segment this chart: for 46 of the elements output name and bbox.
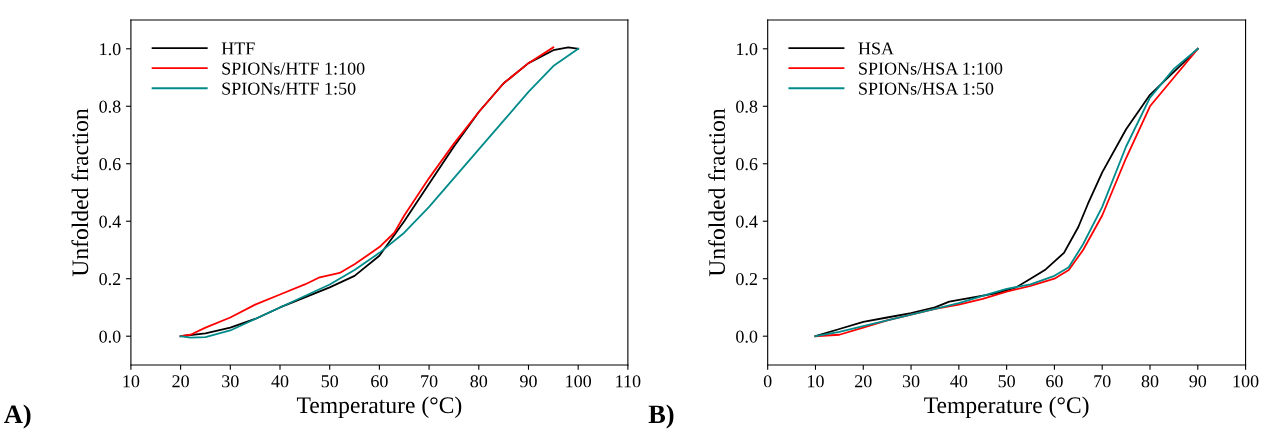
x-tick-label: 80 bbox=[470, 375, 488, 388]
legend-label: SPIONs/HTF 1:50 bbox=[222, 82, 356, 95]
x-tick-label: 70 bbox=[421, 375, 438, 388]
x-tick-label: 30 bbox=[902, 375, 920, 388]
text: A) bbox=[4, 404, 31, 429]
y-tick-label: 0.4 bbox=[736, 215, 758, 228]
y-tick-label: 1.0 bbox=[736, 43, 758, 56]
x-tick-label: 50 bbox=[321, 375, 339, 388]
y-tick-label: 0.6 bbox=[736, 158, 758, 171]
x-tick-label: 40 bbox=[950, 375, 968, 388]
x-tick-label: 100 bbox=[1233, 375, 1259, 388]
y-tick-label: 0.4 bbox=[99, 215, 121, 228]
y-tick-label: 0.8 bbox=[736, 100, 758, 113]
x-tick-label: 60 bbox=[1046, 375, 1063, 388]
legend-label: SPIONs/HTF 1:100 bbox=[222, 62, 365, 75]
x-tick-label: 90 bbox=[520, 375, 537, 388]
legend-label: SPIONs/HSA 1:50 bbox=[859, 82, 994, 95]
x-tick-label: 20 bbox=[855, 375, 872, 388]
y-axis-title: Unfolded fraction bbox=[708, 108, 726, 277]
y-tick-label: 1.0 bbox=[100, 43, 121, 56]
x-tick-label: 10 bbox=[123, 375, 140, 388]
x-tick-label: 80 bbox=[1141, 375, 1159, 388]
legend-label: HTF bbox=[221, 42, 255, 55]
x-tick-label: 40 bbox=[271, 375, 289, 388]
x-tick-label: 100 bbox=[566, 375, 592, 388]
x-tick-label: 30 bbox=[222, 375, 239, 388]
x-tick-label: 10 bbox=[808, 375, 824, 388]
legend-label: HSA bbox=[858, 42, 894, 55]
x-tick-label: 90 bbox=[1189, 375, 1207, 388]
y-tick-label: 0.0 bbox=[99, 330, 121, 343]
y-tick-label: 0.0 bbox=[736, 330, 758, 343]
x-tick-label: 110 bbox=[616, 375, 641, 388]
y-tick-label: 0.6 bbox=[99, 158, 121, 171]
x-tick-label: 20 bbox=[172, 375, 189, 388]
y-tick-label: 0.2 bbox=[99, 272, 121, 286]
x-tick-label: 70 bbox=[1094, 375, 1111, 388]
text: B) bbox=[648, 404, 674, 429]
x-tick-label: 0 bbox=[763, 375, 772, 388]
x-axis-title: Temperature (°C) bbox=[924, 396, 1089, 418]
x-tick-label: 50 bbox=[998, 375, 1015, 388]
x-tick-label: 60 bbox=[371, 375, 388, 388]
y-tick-label: 0.8 bbox=[99, 100, 121, 113]
legend-label: SPIONs/HSA 1:100 bbox=[859, 62, 1003, 75]
x-axis-title: Temperature (°C) bbox=[296, 396, 462, 418]
y-axis-title: Unfolded fraction bbox=[71, 108, 89, 277]
y-tick-label: 0.2 bbox=[736, 272, 757, 286]
